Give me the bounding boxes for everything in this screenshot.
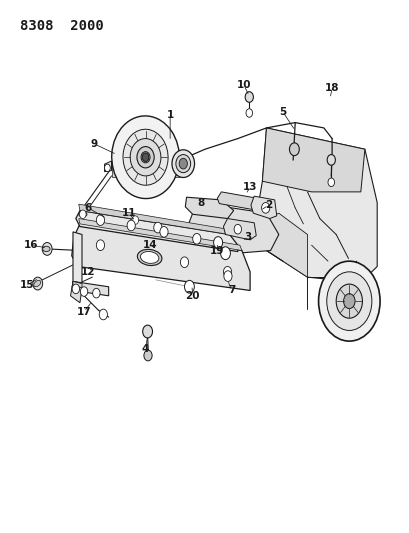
Circle shape	[132, 216, 138, 224]
Circle shape	[213, 237, 222, 248]
Circle shape	[127, 220, 135, 231]
Circle shape	[223, 266, 231, 277]
Circle shape	[142, 153, 148, 161]
Circle shape	[99, 309, 107, 320]
Circle shape	[184, 280, 194, 293]
Polygon shape	[104, 161, 111, 172]
Text: 2: 2	[264, 200, 272, 210]
Circle shape	[261, 203, 269, 213]
Text: 1: 1	[166, 110, 173, 119]
Circle shape	[144, 350, 152, 361]
Circle shape	[96, 215, 104, 225]
Text: 3: 3	[244, 232, 251, 242]
Text: 5: 5	[279, 107, 286, 117]
Circle shape	[220, 247, 230, 260]
Circle shape	[72, 284, 79, 294]
Text: 14: 14	[142, 240, 157, 250]
Text: 8308  2000: 8308 2000	[20, 19, 104, 33]
Circle shape	[33, 277, 43, 290]
Ellipse shape	[214, 240, 221, 245]
Circle shape	[327, 178, 334, 187]
Circle shape	[318, 261, 379, 341]
Polygon shape	[179, 161, 186, 171]
Ellipse shape	[34, 280, 40, 287]
Circle shape	[92, 288, 100, 298]
Polygon shape	[79, 204, 229, 235]
Polygon shape	[73, 281, 108, 296]
Text: 17: 17	[76, 307, 91, 317]
Circle shape	[80, 287, 88, 296]
Circle shape	[343, 294, 354, 309]
Text: 8: 8	[197, 198, 204, 207]
Ellipse shape	[290, 146, 297, 152]
Circle shape	[326, 155, 335, 165]
Polygon shape	[254, 128, 376, 282]
Circle shape	[245, 109, 252, 117]
Polygon shape	[76, 211, 237, 252]
Text: 20: 20	[185, 291, 200, 301]
Ellipse shape	[185, 285, 193, 289]
Polygon shape	[250, 196, 276, 219]
Circle shape	[234, 224, 241, 234]
Ellipse shape	[79, 212, 87, 217]
Circle shape	[142, 325, 152, 338]
Circle shape	[153, 222, 162, 233]
Ellipse shape	[112, 116, 179, 199]
Polygon shape	[217, 192, 270, 212]
Circle shape	[180, 163, 186, 171]
Text: 13: 13	[242, 182, 257, 191]
Text: 19: 19	[209, 246, 224, 255]
Ellipse shape	[141, 152, 150, 163]
Circle shape	[245, 92, 253, 102]
Circle shape	[180, 257, 188, 268]
Ellipse shape	[172, 150, 194, 177]
Polygon shape	[185, 197, 233, 219]
Polygon shape	[223, 219, 256, 240]
Text: 7: 7	[227, 286, 235, 295]
Circle shape	[104, 164, 110, 172]
Polygon shape	[188, 203, 278, 253]
Circle shape	[326, 272, 371, 330]
Circle shape	[79, 210, 86, 219]
Circle shape	[192, 233, 200, 244]
Polygon shape	[262, 128, 364, 192]
Text: 16: 16	[23, 240, 38, 250]
Ellipse shape	[137, 147, 154, 168]
Text: 10: 10	[236, 80, 251, 90]
Ellipse shape	[140, 252, 158, 263]
Ellipse shape	[137, 249, 162, 265]
Text: 9: 9	[90, 139, 98, 149]
Polygon shape	[79, 219, 241, 251]
Ellipse shape	[175, 155, 190, 173]
Ellipse shape	[123, 129, 168, 185]
Text: 15: 15	[19, 280, 34, 290]
Polygon shape	[111, 163, 179, 177]
Circle shape	[160, 227, 168, 237]
Ellipse shape	[130, 139, 160, 176]
Polygon shape	[73, 232, 82, 284]
Circle shape	[96, 240, 104, 251]
Text: 18: 18	[324, 83, 339, 93]
Circle shape	[223, 271, 231, 281]
Ellipse shape	[43, 246, 50, 252]
Polygon shape	[70, 281, 82, 303]
Text: 12: 12	[81, 267, 95, 277]
Polygon shape	[72, 224, 249, 290]
Circle shape	[289, 143, 299, 156]
Circle shape	[335, 284, 362, 318]
Circle shape	[42, 243, 52, 255]
Ellipse shape	[130, 217, 138, 223]
Polygon shape	[73, 281, 82, 288]
Polygon shape	[266, 213, 307, 277]
Text: 11: 11	[121, 208, 136, 218]
Text: 6: 6	[84, 203, 92, 213]
Text: 4: 4	[142, 344, 149, 354]
Circle shape	[179, 158, 187, 169]
